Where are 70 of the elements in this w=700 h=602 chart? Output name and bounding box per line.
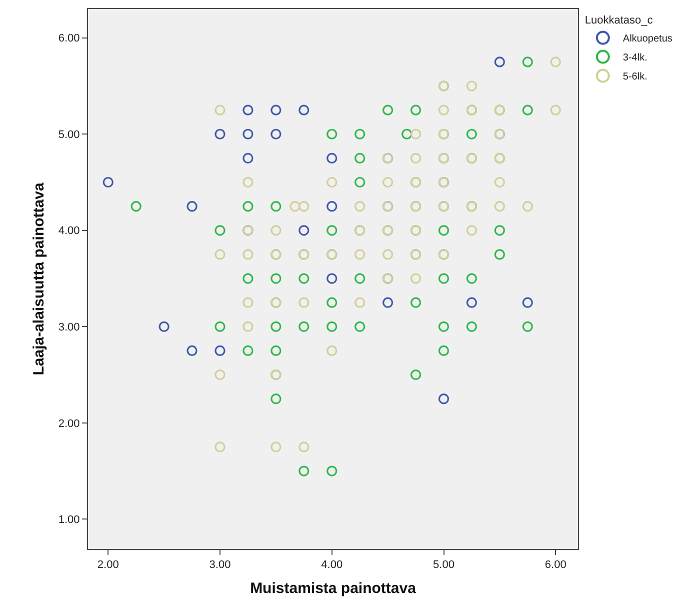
point	[270, 225, 282, 236]
point	[438, 104, 450, 116]
point	[242, 249, 254, 260]
point	[382, 176, 394, 188]
point	[354, 201, 366, 212]
point	[298, 297, 310, 308]
point	[242, 321, 254, 332]
point	[298, 104, 310, 116]
point	[354, 297, 366, 308]
y-tick-label: 5.00	[58, 128, 80, 141]
point	[186, 201, 198, 212]
point	[186, 345, 198, 356]
point	[354, 249, 366, 260]
x-tick-label: 4.00	[321, 559, 343, 572]
y-tick-label: 4.00	[58, 225, 80, 238]
point	[466, 80, 478, 92]
point	[298, 225, 310, 236]
x-tick-label: 6.00	[544, 559, 566, 572]
point	[214, 128, 226, 140]
point	[214, 104, 226, 116]
point	[242, 128, 254, 140]
point	[214, 249, 226, 260]
point	[326, 176, 338, 188]
point	[298, 442, 310, 452]
point	[270, 128, 282, 140]
point	[466, 297, 478, 308]
point	[410, 273, 422, 284]
point	[550, 104, 561, 116]
point	[214, 345, 226, 356]
y-tick-label: 2.00	[58, 418, 80, 430]
legend-title: Luokkataso_c	[584, 14, 654, 26]
y-axis-title: Laaja-alaisuutta painottava	[30, 182, 48, 376]
legend-label: 3-4lk.	[622, 52, 648, 64]
point	[438, 394, 450, 404]
point	[522, 201, 533, 212]
x-tick-label: 3.00	[209, 559, 231, 572]
point	[242, 297, 254, 308]
point	[290, 201, 300, 212]
x-tick-label: 5.00	[433, 559, 454, 572]
point	[102, 176, 114, 188]
point	[382, 249, 394, 260]
point	[550, 56, 561, 68]
point	[242, 176, 254, 188]
point	[158, 321, 170, 332]
point	[326, 345, 338, 356]
point	[326, 152, 338, 164]
y-tick-label: 6.00	[58, 32, 80, 45]
point	[410, 152, 422, 164]
point	[270, 104, 282, 116]
point	[494, 176, 505, 188]
y-tick-label: 1.00	[58, 514, 80, 526]
point	[494, 56, 505, 68]
point	[270, 442, 282, 452]
point	[326, 273, 338, 284]
point	[522, 297, 533, 308]
point	[214, 369, 226, 380]
point	[382, 297, 394, 308]
point	[494, 201, 505, 212]
x-axis-title: Muistamista painottava	[250, 580, 417, 598]
y-tick-label: 3.00	[58, 322, 80, 334]
point	[242, 152, 254, 164]
point	[410, 128, 422, 140]
legend-label: Alkuopetus	[622, 34, 672, 45]
legend-label: 5-6lk.	[622, 72, 648, 83]
point	[326, 201, 338, 212]
point	[298, 201, 310, 212]
point	[466, 225, 478, 236]
x-tick-label: 2.00	[97, 559, 119, 572]
point	[242, 104, 254, 116]
point	[214, 442, 226, 452]
